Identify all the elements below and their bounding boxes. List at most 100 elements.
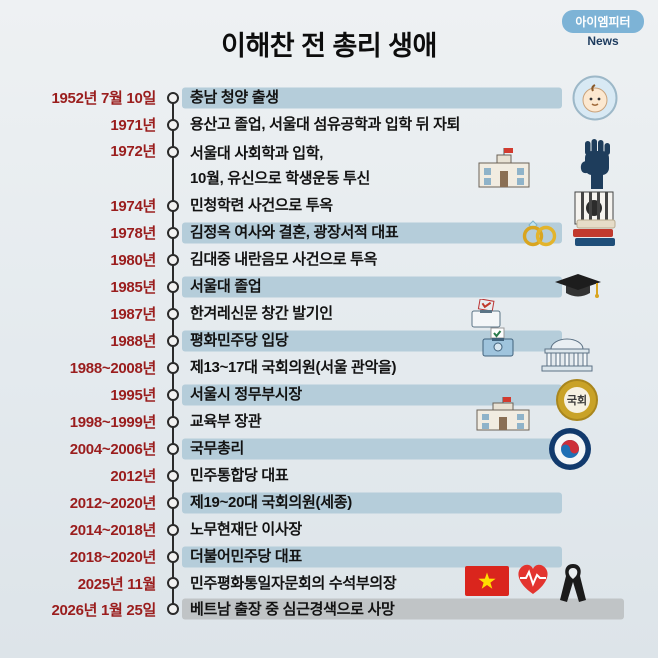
timeline-node-icon	[156, 469, 190, 482]
timeline-content: 베트남 출장 중 심근경색으로 사망	[182, 597, 658, 622]
timeline-content: 평화민주당 입당	[182, 328, 658, 353]
timeline-text: 민주통합당 대표	[190, 467, 289, 484]
timeline-row: 1988~2008년 제13~17대 국회의원(서울 관악을)	[0, 354, 658, 381]
timeline-content: 용산고 졸업, 서울대 섬유공학과 입학 뒤 자퇴	[190, 112, 658, 137]
timeline-node-icon	[156, 199, 190, 212]
timeline-row: 1980년 김대중 내란음모 사건으로 투옥	[0, 246, 658, 273]
timeline-row: 2014~2018년 노무현재단 이사장	[0, 516, 658, 543]
brand-sub: News	[587, 34, 619, 48]
timeline-date: 1987년	[110, 306, 156, 323]
timeline-date: 2025년 11월	[77, 575, 157, 593]
timeline-text: 김대중 내란음모 사건으로 투옥	[190, 251, 378, 268]
timeline-text: 국무총리	[190, 440, 245, 457]
timeline-text: 서울시 정무부시장	[190, 386, 302, 403]
timeline-node-icon	[156, 91, 190, 104]
timeline-node-icon	[156, 442, 190, 455]
timeline-text: 제19~20대 국회의원(세종)	[190, 494, 352, 511]
timeline-node-icon	[156, 253, 190, 266]
highlight-bar	[182, 492, 562, 513]
timeline-text: 충남 청양 출생	[190, 89, 279, 106]
timeline-text: 김정옥 여사와 결혼, 광장서적 대표	[190, 224, 399, 241]
timeline-row: 2004~2006년 국무총리	[0, 435, 658, 462]
timeline-node-icon	[156, 496, 190, 509]
timeline-row: 1988년 평화민주당 입당	[0, 327, 658, 354]
timeline-node-icon	[156, 523, 190, 536]
timeline-node-icon	[156, 307, 190, 320]
timeline-text: 서울대 사회학과 입학,	[190, 145, 324, 162]
timeline-date: 1988년	[110, 333, 156, 350]
timeline-date: 1988~2008년	[69, 360, 157, 377]
timeline-date: 2004~2006년	[69, 441, 157, 458]
timeline-content: 교육부 장관	[190, 409, 658, 434]
timeline-content: 노무현재단 이사장	[190, 517, 658, 542]
timeline-row: 2012년 민주통합당 대표	[0, 462, 658, 489]
timeline-row: 1972년 서울대 사회학과 입학, 10월, 유신으로 학생운동 투신	[0, 138, 658, 192]
timeline-row: 1974년 민청학련 사건으로 투옥	[0, 192, 658, 219]
timeline-date: 1952년 7월 10일	[51, 90, 156, 107]
timeline-row: 1998~1999년 교육부 장관	[0, 408, 658, 435]
timeline-node-icon	[156, 577, 190, 589]
highlight-bar	[182, 222, 562, 243]
timeline-date: 2014~2018년	[69, 522, 157, 539]
timeline-row: 2026년 1월 25일 베트남 출장 중 심근경색으로 사망	[0, 596, 658, 622]
timeline-content: 국무총리	[182, 436, 658, 461]
timeline-text: 민주평화통일자문회의 수석부의장	[190, 574, 397, 592]
timeline-row: 1987년 한겨레신문 창간 발기인	[0, 300, 658, 327]
timeline-content: 민주평화통일자문회의 수석부의장	[190, 571, 658, 596]
timeline-content: 김정옥 여사와 결혼, 광장서적 대표	[182, 220, 658, 245]
timeline-node-icon	[156, 138, 190, 165]
timeline-content: 충남 청양 출생	[182, 85, 658, 110]
timeline-text: 노무현재단 이사장	[190, 521, 302, 538]
timeline-date: 1998~1999년	[69, 414, 157, 431]
timeline-text-line2: 10월, 유신으로 학생운동 투신	[190, 170, 371, 187]
timeline-node-icon	[156, 603, 190, 615]
timeline-content: 민청학련 사건으로 투옥	[190, 193, 658, 218]
timeline-node-icon	[156, 334, 190, 347]
timeline-content: 서울시 정무부시장	[182, 382, 658, 407]
timeline-node-icon	[156, 226, 190, 239]
timeline-row: 1971년 용산고 졸업, 서울대 섬유공학과 입학 뒤 자퇴	[0, 111, 658, 138]
highlight-bar	[182, 546, 562, 567]
timeline-text: 한겨레신문 창간 발기인	[190, 305, 333, 322]
highlight-bar	[182, 438, 562, 459]
timeline-node-icon	[156, 550, 190, 563]
highlight-bar	[182, 87, 562, 108]
timeline-node-icon	[156, 280, 190, 293]
timeline-date: 1978년	[110, 225, 156, 242]
timeline-text: 베트남 출장 중 심근경색으로 사망	[190, 600, 395, 618]
timeline-text: 더불어민주당 대표	[190, 548, 302, 565]
timeline-content: 제13~17대 국회의원(서울 관악을)	[190, 355, 658, 380]
timeline-text: 제13~17대 국회의원(서울 관악을)	[190, 359, 397, 376]
timeline-date: 2012년	[110, 468, 156, 485]
timeline-text: 교육부 장관	[190, 413, 262, 430]
timeline-text: 용산고 졸업, 서울대 섬유공학과 입학 뒤 자퇴	[190, 116, 461, 133]
highlight-bar	[182, 330, 562, 351]
timeline-row: 2025년 11월 민주평화통일자문회의 수석부의장	[0, 570, 658, 596]
timeline-node-icon	[156, 388, 190, 401]
timeline-row: 1995년 서울시 정무부시장	[0, 381, 658, 408]
timeline-node-icon	[156, 415, 190, 428]
page-title: 이해찬 전 총리 생애	[221, 31, 437, 61]
timeline-content: 서울대 사회학과 입학, 10월, 유신으로 학생운동 투신	[190, 138, 658, 191]
timeline-node-icon	[156, 118, 190, 131]
timeline-row: 1985년 서울대 졸업	[0, 273, 658, 300]
timeline-text: 민청학련 사건으로 투옥	[190, 197, 333, 214]
timeline-date: 1972년	[110, 143, 156, 160]
timeline-content: 제19~20대 국회의원(세종)	[182, 490, 658, 515]
timeline-content: 한겨레신문 창간 발기인	[190, 301, 658, 326]
timeline-date: 1995년	[110, 387, 156, 404]
timeline-row: 1952년 7월 10일 충남 청양 출생	[0, 84, 658, 111]
timeline-date: 2012~2020년	[69, 495, 157, 512]
timeline-node-icon	[156, 361, 190, 374]
timeline-row: 2018~2020년 더불어민주당 대표	[0, 543, 658, 570]
timeline-content: 더불어민주당 대표	[182, 544, 658, 569]
timeline-text: 서울대 졸업	[190, 278, 262, 295]
timeline-date: 1971년	[110, 117, 156, 134]
timeline-row: 1978년 김정옥 여사와 결혼, 광장서적 대표	[0, 219, 658, 246]
timeline-axis-line	[172, 97, 174, 609]
highlight-bar	[182, 598, 624, 620]
timeline-row: 2012~2020년 제19~20대 국회의원(세종)	[0, 489, 658, 516]
timeline-date: 1974년	[110, 198, 156, 215]
brand-logo: 아이엠피터 News	[562, 10, 644, 48]
